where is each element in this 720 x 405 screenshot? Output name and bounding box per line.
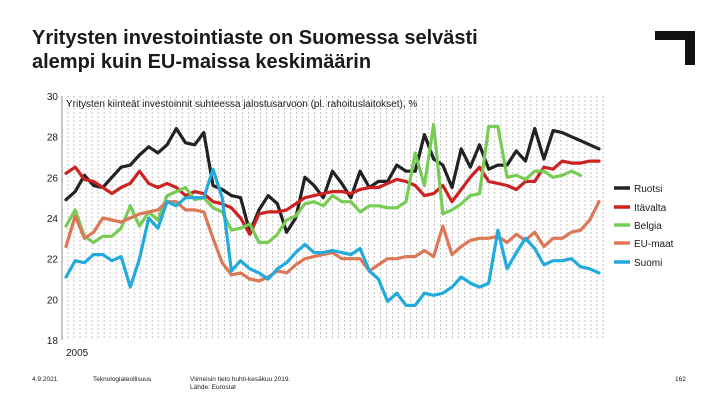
legend-label: Ruotsi: [634, 184, 662, 195]
slide-title: Yritysten investointiaste on Suomessa se…: [32, 26, 592, 74]
y-axis: 30 28 26 24 22 20 18: [47, 92, 59, 347]
y-tick-label: 24: [47, 214, 59, 225]
y-tick-label: 30: [47, 92, 59, 103]
x-start-label: 2005: [66, 348, 89, 359]
series-lines: [64, 122, 601, 307]
series-line-eu-maat: [64, 200, 601, 283]
title-line-1: Yritysten investointiaste on Suomessa se…: [32, 27, 478, 49]
chart-legend: Ruotsi Itävalta Belgia EU-maat Suomi: [614, 184, 674, 269]
chart-subtitle: Yritysten kiinteät investoinnit suhteess…: [66, 99, 417, 110]
legend-label: EU-maat: [634, 239, 674, 250]
footer-source-line-2: Lähde: Eurostat: [190, 384, 236, 391]
footer-page-number: 162: [675, 376, 686, 383]
y-tick-label: 26: [47, 173, 59, 184]
title-line-2: alempi kuin EU-maissa keskimäärin: [32, 51, 372, 73]
footer-organisation: Teknologiateollisuus: [93, 376, 152, 383]
y-tick-label: 20: [47, 295, 59, 306]
footer-source: Viimeisin tieto huhti-kesäkuu 2019. Lähd…: [190, 376, 290, 392]
series-line-itävalta: [64, 159, 601, 236]
series-line-ruotsi: [64, 126, 601, 234]
footer-source-line-1: Viimeisin tieto huhti-kesäkuu 2019.: [190, 376, 291, 383]
legend-label: Suomi: [634, 258, 662, 269]
series-line-belgia: [64, 122, 583, 244]
legend-label: Belgia: [634, 221, 662, 232]
corner-bracket-logo-icon: [655, 31, 695, 65]
legend-label: Itävalta: [634, 203, 667, 214]
y-tick-label: 18: [47, 336, 59, 347]
y-tick-label: 22: [47, 255, 59, 266]
y-tick-label: 28: [47, 133, 59, 144]
series-line-suomi: [64, 167, 601, 307]
footer-date: 4.9.2021: [32, 376, 58, 383]
